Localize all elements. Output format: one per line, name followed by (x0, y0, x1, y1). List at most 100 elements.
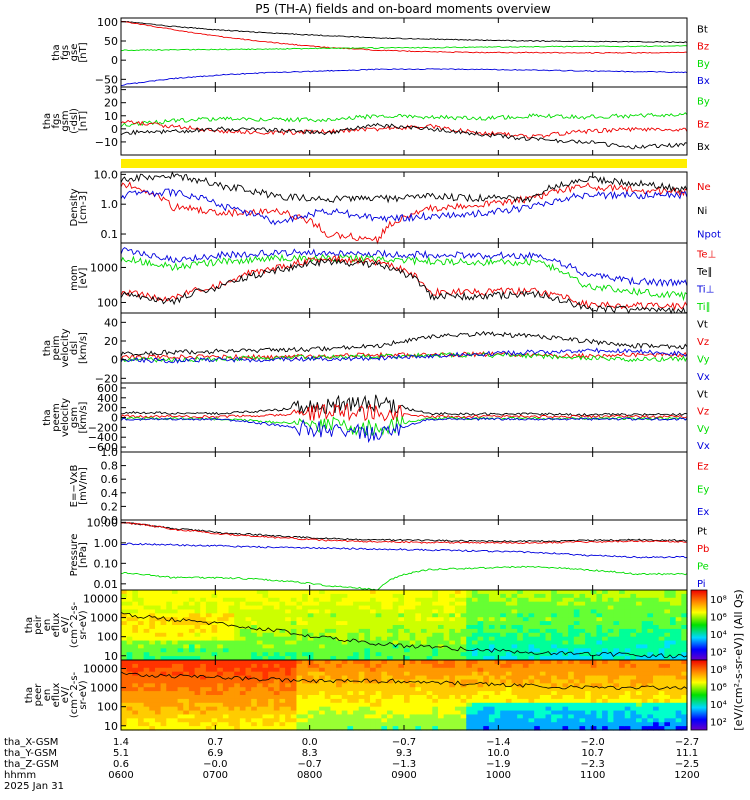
spectrogram-cell (551, 644, 558, 649)
spectrogram-cell (132, 660, 139, 665)
spectrogram-cell (494, 660, 501, 665)
spectrogram-cell (596, 601, 603, 607)
series-Ti⊥ (120, 247, 688, 288)
spectrogram-cell (166, 590, 173, 595)
spectrogram-cell (171, 597, 179, 603)
spectrogram-cell (137, 613, 145, 618)
legend-label: Bz (697, 119, 709, 130)
spectrogram-cell (149, 593, 156, 599)
spectrogram-cell (353, 628, 360, 634)
spectrogram-cell (613, 609, 620, 614)
spectrogram-cell (268, 683, 275, 688)
spectrogram-cell (641, 671, 648, 677)
spectrogram-cell (262, 702, 269, 708)
panel-peir: 10⁸10⁶10⁴10²10000100010010thapeireneflux… (24, 589, 727, 663)
spectrogram-cell (670, 593, 677, 599)
spectrogram-cell (166, 675, 173, 681)
spectrogram-cell (460, 656, 467, 661)
spectrogram-cell (443, 601, 450, 607)
spectrogram-cell (245, 648, 252, 653)
spectrogram-cell (205, 671, 213, 677)
series-Te∥ (120, 258, 688, 315)
spectrogram-cell (279, 687, 286, 692)
spectrogram-cell (647, 617, 654, 622)
spectrogram-cell (653, 605, 660, 611)
spectrogram-cell (341, 613, 348, 618)
spectrogram-cell (681, 652, 688, 657)
spectrogram-cell (636, 660, 643, 665)
spectrogram-cell (262, 597, 269, 603)
spectrogram-cell (149, 671, 156, 677)
spectrogram-cell (613, 628, 620, 634)
spectrogram-cell (160, 691, 167, 696)
spectrogram-cell (562, 605, 569, 611)
spectrogram-cell (471, 687, 479, 692)
spectrogram-cell (404, 601, 411, 607)
spectrogram-cell (613, 660, 620, 665)
spectrogram-cell (160, 718, 167, 723)
spectrogram-cell (307, 660, 315, 665)
spectrogram-cell (285, 628, 292, 634)
spectrogram-cell (619, 656, 626, 661)
spectrogram-cell (245, 644, 252, 649)
spectrogram-cell (619, 609, 626, 614)
colorbar-gradient (690, 659, 708, 731)
spectrogram-cell (324, 663, 332, 669)
spectrogram-cell (132, 632, 139, 638)
spectrogram-cell (432, 683, 439, 688)
y-tick-label: −200 (88, 421, 118, 434)
spectrogram-cell (579, 590, 586, 595)
spectrogram-cell (528, 613, 535, 618)
spectrogram-cell (483, 660, 490, 665)
spectrogram-cell (268, 718, 275, 723)
spectrogram-cell (154, 597, 162, 603)
x-tick-label: 8.3 (302, 748, 318, 759)
spectrogram-cell (585, 702, 592, 708)
spectrogram-cell (279, 601, 286, 607)
spectrogram-cell (471, 714, 479, 719)
spectrogram-cell (607, 683, 615, 688)
spectrogram-cell (279, 628, 286, 634)
spectrogram-cell (347, 726, 354, 731)
spectrogram-cell (143, 621, 150, 626)
spectrogram-cell (392, 621, 399, 626)
spectrogram-cell (494, 621, 501, 626)
spectrogram-cell (596, 660, 603, 665)
spectrogram-cell (579, 710, 586, 716)
spectrogram-cell (454, 636, 462, 642)
spectrogram-cell (426, 718, 433, 723)
spectrogram-cell (205, 597, 213, 603)
spectrogram-cell (353, 722, 360, 727)
spectrogram-cell (268, 632, 275, 638)
spectrogram-cell (641, 636, 648, 642)
spectrogram-cell (426, 714, 433, 719)
spectrogram-cell (607, 675, 615, 681)
spectrogram-cell (205, 648, 213, 653)
spectrogram-cell (658, 726, 665, 731)
spectrogram-cell (404, 706, 411, 712)
spectrogram-cell (579, 601, 586, 607)
spectrogram-cell (375, 656, 382, 661)
spectrogram-cell (239, 613, 247, 618)
spectrogram-cell (426, 609, 433, 614)
spectrogram-cell (647, 714, 654, 719)
spectrogram-cell (607, 679, 615, 684)
spectrogram-cell (302, 698, 309, 704)
spectrogram-cell (488, 671, 496, 677)
spectrogram-cell (551, 625, 558, 630)
spectrogram-cell (511, 710, 518, 716)
spectrogram-cell (681, 613, 688, 618)
spectrogram-cell (256, 714, 264, 719)
spectrogram-cell (149, 601, 156, 607)
spectrogram-cell (545, 714, 552, 719)
spectrogram-cell (522, 667, 530, 673)
spectrogram-cell (166, 663, 173, 669)
y-tick-label: 10000 (83, 593, 118, 606)
spectrogram-cell (500, 722, 507, 727)
spectrogram-cell (511, 671, 518, 677)
spectrogram-cell (505, 695, 513, 700)
spectrogram-cell (290, 683, 298, 688)
spectrogram-cell (602, 660, 609, 665)
spectrogram-cell (353, 593, 360, 599)
